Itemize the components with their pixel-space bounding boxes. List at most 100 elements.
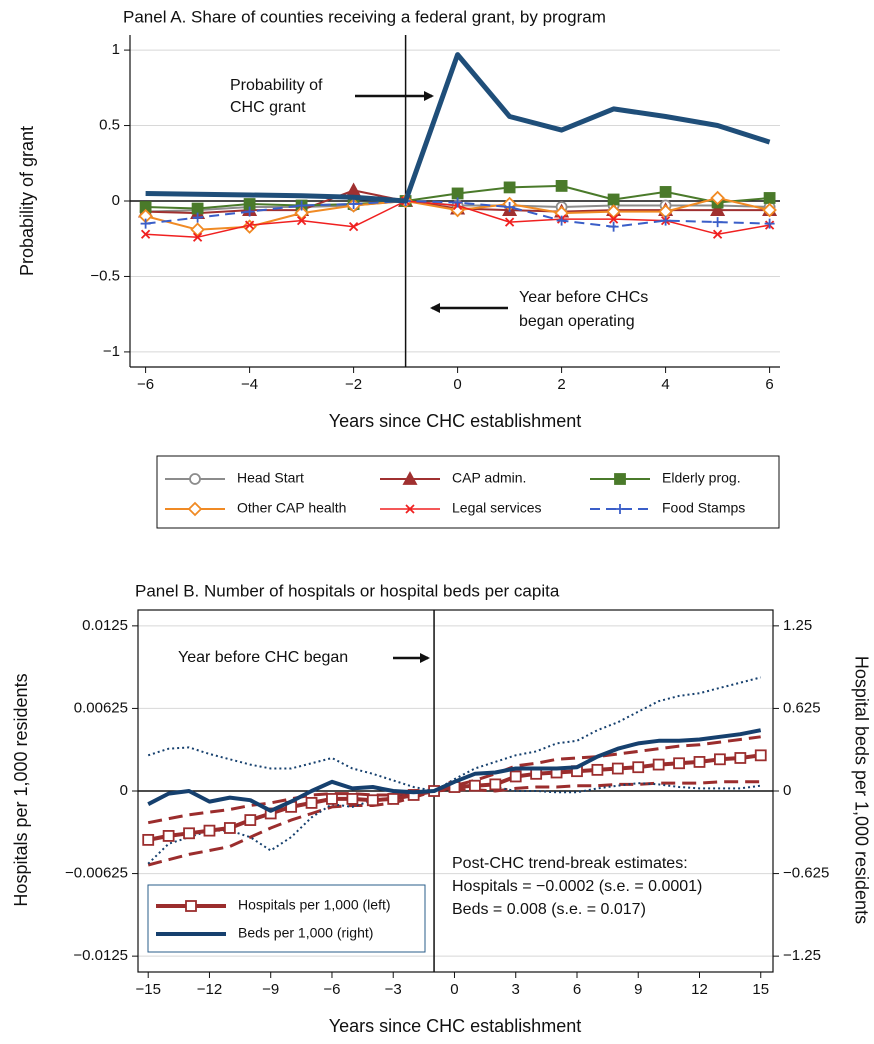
legend-label: Elderly prog. <box>662 470 741 486</box>
ci-line <box>147 676 761 792</box>
annotation: began operating <box>519 313 635 330</box>
y2-tick-label: 1.25 <box>783 617 812 634</box>
point <box>346 793 359 805</box>
y-tick-label: 1 <box>112 41 120 58</box>
y-tick-label: 0 <box>120 782 128 799</box>
point <box>754 749 767 762</box>
x-axis-label: Years since CHC establishment <box>329 411 581 431</box>
x-axis-label: Years since CHC establishment <box>329 1016 581 1036</box>
point <box>763 192 776 204</box>
series-line <box>147 728 762 813</box>
x-tick-label: 6 <box>573 981 581 998</box>
point-stroke <box>348 222 359 232</box>
legend-label: Legal services <box>452 500 542 516</box>
x-tick-label: −4 <box>241 376 258 393</box>
point <box>452 197 463 208</box>
point <box>140 218 151 229</box>
point <box>673 757 685 770</box>
point <box>183 827 195 840</box>
annotation: Year before CHCs <box>519 289 648 306</box>
point <box>591 763 604 776</box>
x-tick-label: 3 <box>512 981 520 998</box>
point <box>608 214 619 224</box>
x-tick-label: 0 <box>453 376 461 393</box>
point <box>615 504 625 514</box>
point <box>659 186 672 198</box>
x-tick-label: 6 <box>765 376 773 393</box>
y-axis-label: Hospitals per 1,000 residents <box>11 673 31 906</box>
x-tick-label: 2 <box>557 376 565 393</box>
x-tick-label: 12 <box>691 981 708 998</box>
point <box>140 229 151 239</box>
y-axis-label: Probability of grant <box>17 126 37 276</box>
legend-label: Beds per 1,000 (right) <box>238 925 373 941</box>
y-tick-label: −1 <box>103 343 120 360</box>
point <box>387 793 400 805</box>
point <box>296 200 307 211</box>
point <box>489 778 502 791</box>
y2-tick-label: −0.625 <box>783 865 829 882</box>
point <box>503 181 516 194</box>
point <box>710 202 726 216</box>
y2-tick-label: 0 <box>783 782 791 799</box>
point-stroke <box>140 229 151 239</box>
annotation: Post-CHC trend-break estimates: <box>452 855 688 872</box>
point <box>190 222 205 237</box>
point <box>294 205 309 221</box>
point <box>407 789 420 801</box>
series-line <box>145 52 771 204</box>
point <box>693 756 706 768</box>
legend-box <box>147 884 426 953</box>
point <box>632 761 645 774</box>
point <box>468 779 481 792</box>
point-stroke <box>608 214 619 224</box>
annotation: Year before CHC began <box>178 649 348 666</box>
x-tick-label: 15 <box>752 981 769 998</box>
ci-line <box>147 782 761 865</box>
point <box>326 793 338 805</box>
x-tick-label: −3 <box>385 981 402 998</box>
point <box>189 473 201 485</box>
y-tick-label: 0.5 <box>99 117 120 134</box>
point <box>346 182 362 197</box>
point-stroke <box>712 229 723 239</box>
point <box>555 180 568 192</box>
y-tick-label: 0.0125 <box>82 617 128 634</box>
x-tick-label: −12 <box>197 981 222 998</box>
point <box>192 212 203 223</box>
point <box>556 215 567 226</box>
point <box>296 215 307 226</box>
point <box>710 190 725 206</box>
point <box>402 471 418 485</box>
legend-box <box>156 455 780 529</box>
point <box>504 217 515 227</box>
point <box>504 202 515 213</box>
y-tick-label: −0.00625 <box>65 865 128 882</box>
point <box>614 473 626 485</box>
annotation: Hospitals = −0.0002 (s.e. = 0.0001) <box>452 878 702 895</box>
point <box>762 202 777 218</box>
x-tick-label: 0 <box>450 981 458 998</box>
x-tick-label: −6 <box>323 981 340 998</box>
point <box>660 215 671 226</box>
point <box>607 193 620 206</box>
point <box>611 762 624 775</box>
legend-label: CAP admin. <box>452 470 526 486</box>
chart-title: Panel B. Number of hospitals or hospital… <box>135 581 560 600</box>
y-tick-label: −0.0125 <box>73 947 128 964</box>
point <box>142 833 155 846</box>
point-stroke <box>504 217 515 227</box>
y2-axis-label: Hospital beds per 1,000 residents <box>851 656 871 924</box>
point <box>764 218 775 229</box>
y-tick-label: −0.5 <box>90 267 120 284</box>
legend-label: Head Start <box>237 470 304 486</box>
annotation: Probability of <box>230 77 323 94</box>
point <box>652 758 665 771</box>
point-stroke <box>244 220 255 230</box>
point <box>244 206 255 217</box>
legend-label: Hospitals per 1,000 (left) <box>238 897 391 913</box>
point <box>162 830 175 842</box>
y2-tick-label: 0.625 <box>783 699 821 716</box>
point <box>244 220 255 230</box>
point <box>223 822 236 834</box>
